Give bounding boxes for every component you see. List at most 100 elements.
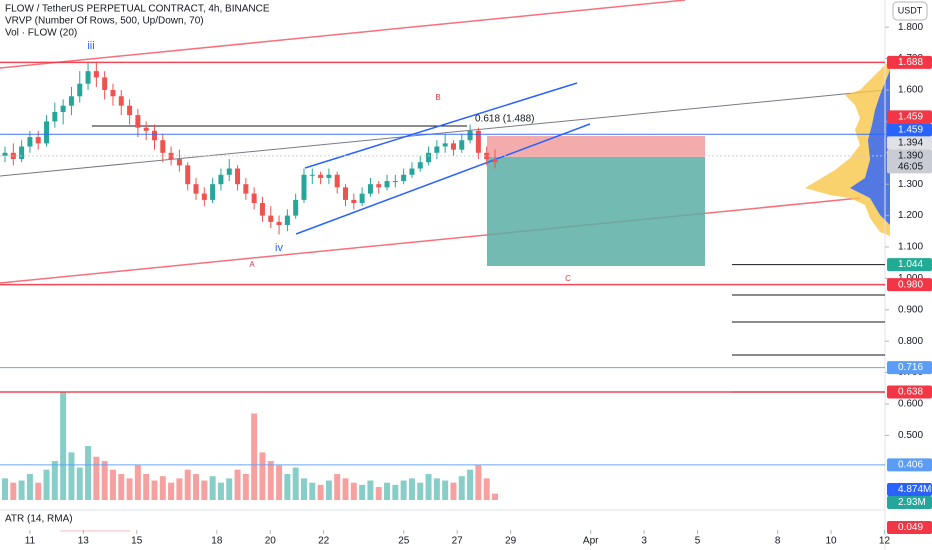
volume-bar — [226, 478, 233, 500]
volume-bar — [251, 413, 258, 500]
candle-body — [492, 159, 498, 163]
candle-body — [35, 137, 41, 144]
candle-body — [243, 184, 249, 194]
candle-body — [276, 221, 282, 226]
volume-bar — [392, 484, 399, 500]
candle-body — [392, 181, 398, 183]
price-label-box — [887, 385, 932, 399]
price-label-box — [887, 482, 932, 496]
candle-body — [334, 174, 340, 188]
candle-body — [251, 193, 257, 204]
volume-bar — [458, 476, 465, 500]
candle-body — [417, 162, 423, 169]
x-tick-label: 10 — [825, 536, 837, 547]
volume-bar — [259, 452, 266, 500]
volume-bar — [176, 478, 183, 500]
x-tick-label: 8 — [775, 536, 781, 547]
indicator-legend: Vol · FLOW (20) — [5, 28, 77, 39]
candle-body — [160, 140, 166, 153]
price-label: 0.716 — [898, 362, 923, 373]
volume-bar — [442, 480, 449, 500]
y-tick-label: 1.200 — [898, 210, 923, 221]
volume-bar — [375, 487, 382, 500]
candle-body — [409, 168, 415, 175]
candle-body — [77, 83, 83, 97]
candle-body — [235, 168, 241, 185]
volume-bar — [350, 482, 357, 500]
candle-body — [318, 174, 324, 178]
x-tick-label: 13 — [78, 536, 90, 547]
volume-bar — [467, 469, 474, 500]
candle-body — [52, 111, 58, 122]
target-zone — [487, 157, 705, 266]
candle-body — [2, 152, 8, 156]
countdown: 46:05 — [898, 162, 923, 173]
candle-body — [226, 168, 232, 175]
candle-body — [401, 174, 407, 182]
channel-line — [295, 123, 591, 235]
candle-body — [210, 184, 216, 200]
price-label-box — [887, 521, 932, 534]
price-label-box — [887, 278, 932, 292]
price-label: 1.459 — [898, 112, 923, 123]
volume-bar — [317, 484, 324, 500]
candle-body — [359, 193, 365, 204]
volume-bar — [193, 474, 200, 500]
x-tick-label: 27 — [452, 536, 464, 547]
volume-bar — [168, 482, 175, 500]
volume-bar — [118, 474, 125, 500]
y-tick-label: 0.800 — [898, 336, 923, 347]
marks — [0, 61, 885, 500]
indicator-legend: VRVP (Number Of Rows, 500, Up/Down, 70) — [5, 16, 204, 27]
candle-body — [85, 71, 91, 84]
volume-bar — [234, 469, 241, 500]
volume-bar — [425, 474, 432, 500]
candle-body — [475, 130, 481, 153]
volume-bar — [151, 480, 158, 500]
price-label-box — [887, 258, 932, 272]
candle-body — [102, 77, 108, 90]
candle-body — [426, 152, 432, 163]
volume-bar — [300, 478, 307, 500]
price-label: 0.980 — [898, 279, 923, 290]
volume-bar — [201, 480, 208, 500]
volume-bar — [242, 474, 249, 500]
stop-zone — [487, 136, 705, 157]
price-label: 1.459 — [898, 125, 923, 136]
candle-body — [343, 187, 349, 200]
wave-label: iii — [87, 40, 94, 52]
candle-body — [218, 174, 224, 185]
candle-body — [484, 152, 490, 160]
volume-bar — [51, 461, 58, 500]
price-label-box — [887, 123, 932, 137]
candle-body — [44, 121, 50, 144]
price-label: 4.874M — [898, 484, 931, 495]
candle-body — [151, 130, 157, 141]
candle-body — [60, 105, 66, 112]
candle-body — [185, 165, 191, 185]
x-tick-label: 20 — [265, 536, 277, 547]
currency[interactable]: USDT — [898, 5, 923, 15]
candle-body — [450, 143, 456, 150]
volume-bar — [267, 461, 274, 500]
candle-body — [376, 184, 382, 188]
candle-body — [467, 130, 473, 141]
currency-button[interactable] — [892, 1, 928, 21]
y-tick-label: 1.800 — [898, 22, 923, 33]
candle-body — [326, 174, 332, 178]
candle-body — [384, 181, 390, 188]
price-label-box — [887, 458, 932, 472]
volume-bar — [109, 469, 116, 500]
fib-label: 0.618 (1.488) — [475, 114, 535, 125]
channel-line — [304, 82, 578, 169]
price-label-box — [887, 110, 932, 124]
candle-body — [284, 215, 290, 226]
y-tick-label: 1.100 — [898, 242, 923, 253]
y-tick-label: 1.300 — [898, 179, 923, 190]
volume-bar — [35, 482, 42, 500]
price-label: 1.044 — [898, 259, 923, 270]
candle-body — [127, 105, 133, 116]
wave-label: B — [435, 93, 440, 102]
